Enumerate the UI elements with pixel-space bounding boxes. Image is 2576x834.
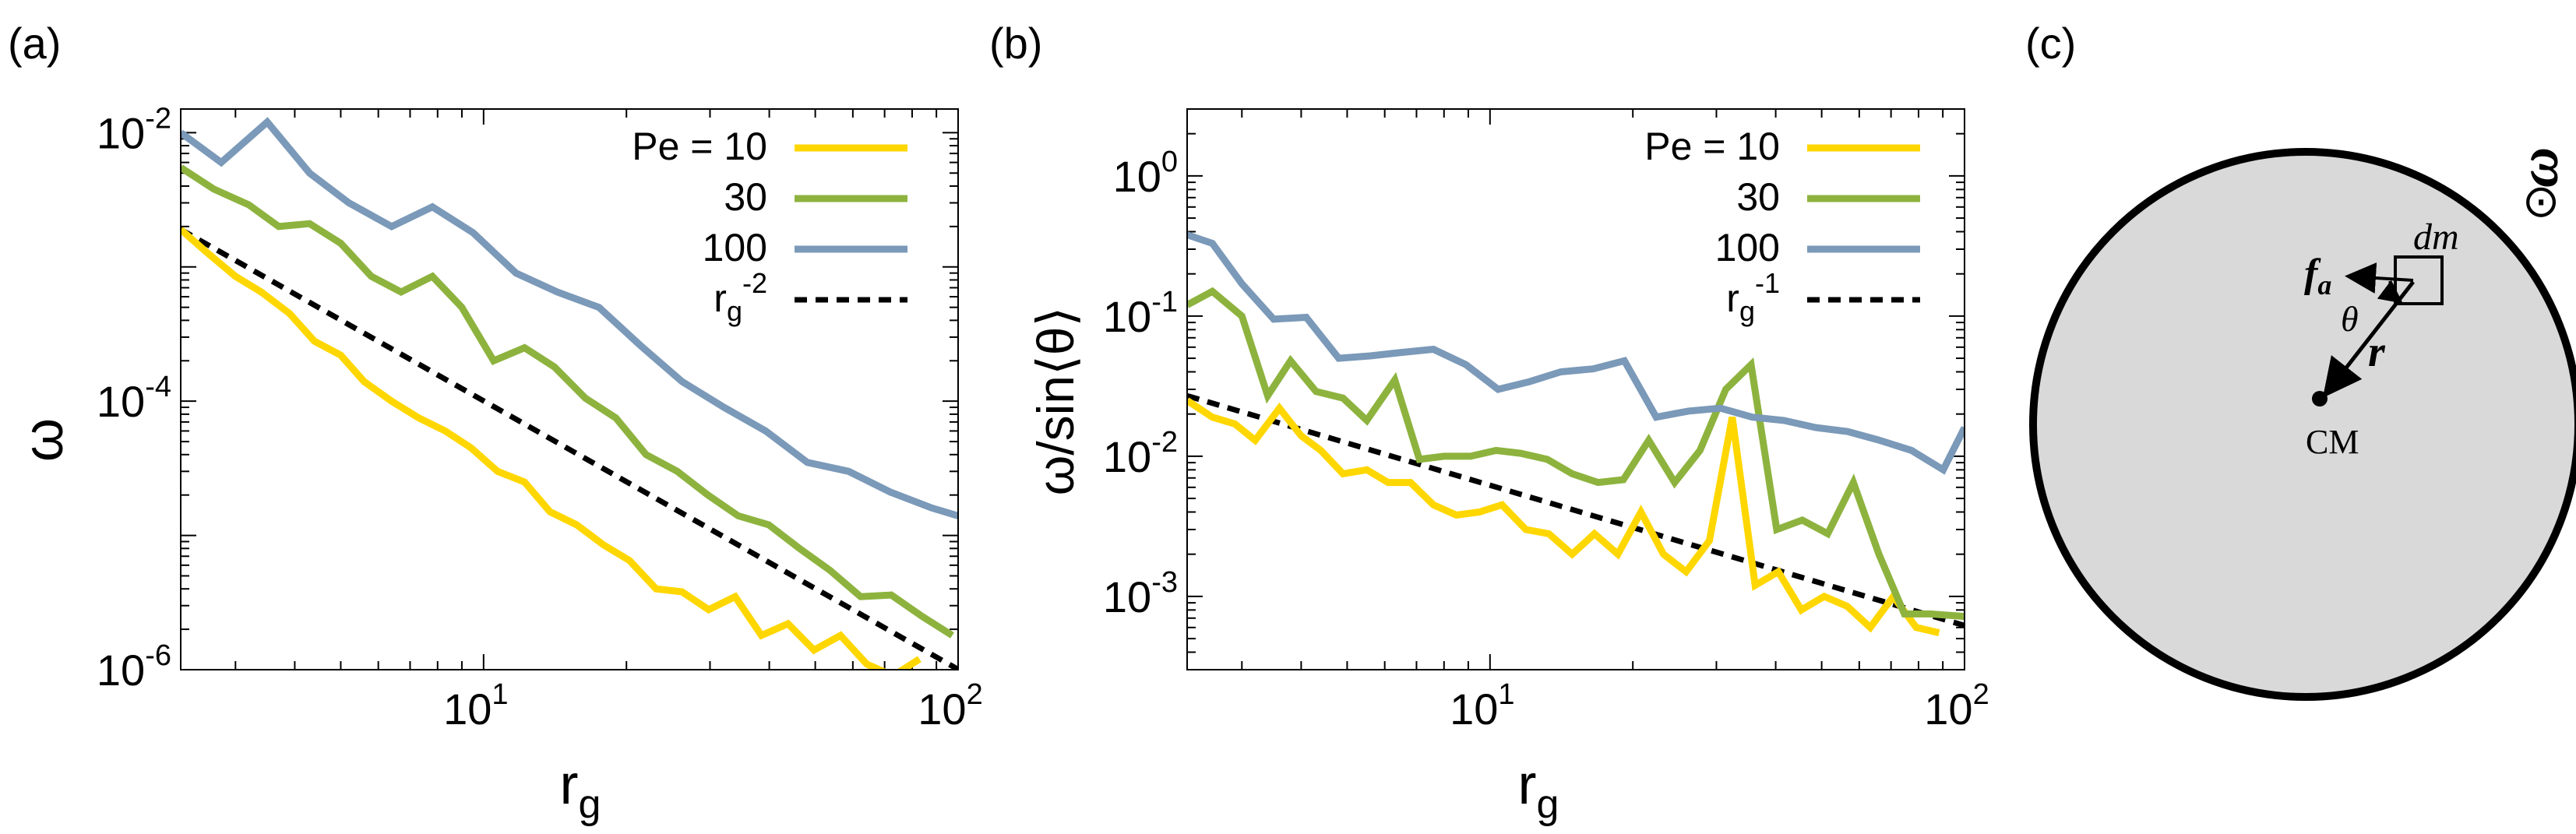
x-tick-label-b: 101 [1450,678,1514,734]
ticks-b: 101 102 10-3 10-2 10-1 100 [1103,108,1989,734]
y-tick-label-b: 100 [1113,146,1178,201]
panel-label-b: (b) [989,19,1042,68]
x-tick-label-a: 102 [918,678,982,734]
y-tick-label-b: 10-2 [1103,426,1178,481]
x-axis-label-b-main: r [1518,754,1537,816]
force-arrow [2345,262,2414,294]
x-axis-label-b-sub: g [1537,782,1559,827]
plot-frame-b [1186,108,1965,670]
legend-b-label-pe30: 30 [1736,175,1780,219]
series-line-b-100 [1187,231,1965,475]
mass-element-label: dm [2413,216,2459,258]
center-of-mass-dot [2312,391,2328,406]
y-axis-label-a: ω [12,418,75,462]
x-tick-label-a: 101 [443,678,508,734]
legend-a-label-pe10: Pe = 10 [632,125,767,168]
legend-a: Pe = 10 30 100 rg-2 [632,125,907,327]
x-tick-label-b: 102 [1924,678,1989,734]
force-label-sub: a [2317,269,2331,301]
y-tick-label-b: 10-1 [1103,286,1178,341]
panel-c: (c) ω ⊙ dm fa θ r CM [2025,19,2576,701]
series-line-b-fit [1187,392,1965,628]
legend-a-fit-sup: -2 [742,267,767,299]
legend-a-label-pe100: 100 [703,226,767,269]
series-line-a-100 [181,117,958,519]
series-line-a-30 [181,164,954,639]
disk [2029,148,2576,701]
x-axis-label-a: rg [560,754,601,827]
x-axis-label-a-sub: g [579,782,601,827]
series-line-a-10 [181,227,922,670]
y-axis-label-b: ω/sin⟨θ⟩ [1027,307,1084,495]
legend-b-label-fit: rg-1 [1726,267,1780,327]
y-tick-label-a: 10-6 [97,639,171,695]
plot-area-a [181,117,958,670]
y-tick-label-a: 10-4 [97,371,171,426]
center-of-mass-label: CM [2306,423,2359,461]
legend-b-fit-sup: -1 [1755,267,1780,299]
legend-b-fit-r: r [1726,276,1739,320]
legend-b-label-pe100: 100 [1715,226,1780,269]
series-line-b-30 [1187,287,1965,621]
omega-direction-icon: ⊙ [2522,176,2560,227]
force-label-main: f [2304,252,2321,296]
force-label: fa [2304,252,2331,301]
panel-label-c: (c) [2025,19,2076,68]
series-line-a-fit [181,227,958,670]
y-tick-label-b: 10-3 [1103,566,1178,621]
angle-arc [2377,280,2403,304]
legend-a-fit-sub: g [727,295,742,327]
panel-label-a: (a) [8,19,61,68]
plot-frame-a [180,108,959,670]
legend-b: Pe = 10 30 100 rg-1 [1644,125,1920,327]
plot-area-b [1187,231,1965,636]
legend-a-fit-r: r [714,276,727,320]
x-axis-label-b: rg [1518,754,1559,827]
legend-a-label-pe30: 30 [724,175,767,219]
legend-a-label-fit: rg-2 [714,267,767,327]
series-line-b-10 [1187,397,1940,636]
legend-b-label-pe10: Pe = 10 [1644,125,1780,168]
x-axis-label-a-main: r [560,754,579,816]
omega-symbol: ω [2507,147,2570,188]
angle-label: θ [2341,299,2359,339]
y-tick-label-a: 10-2 [97,102,171,157]
ticks-a: 101 102 10-6 10-4 10-2 [97,102,983,734]
legend-b-fit-sub: g [1739,295,1755,327]
radius-label: r [2368,328,2386,376]
